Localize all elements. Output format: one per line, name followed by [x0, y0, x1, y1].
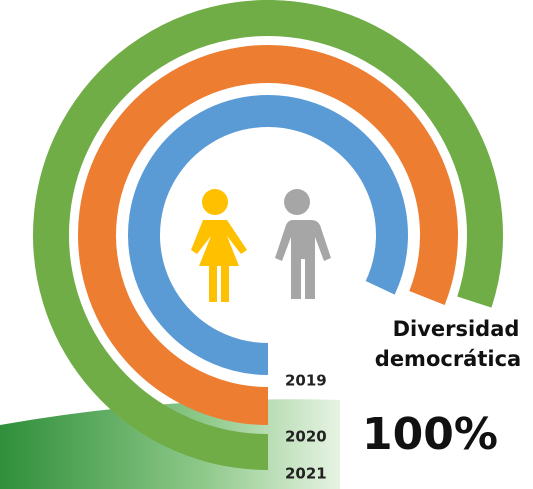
ring-label: 2020	[285, 428, 327, 446]
man-icon	[275, 189, 331, 299]
ring-bar	[33, 0, 503, 470]
title-line: Diversidad	[393, 317, 520, 341]
ring-label: 2021	[285, 465, 327, 483]
ring-bar	[128, 95, 408, 375]
woman-icon	[191, 189, 247, 302]
annotation: 100%	[362, 409, 498, 460]
ring-bar	[78, 45, 458, 425]
title-line: democrática	[375, 347, 521, 371]
ring-label: 2019	[285, 372, 327, 390]
